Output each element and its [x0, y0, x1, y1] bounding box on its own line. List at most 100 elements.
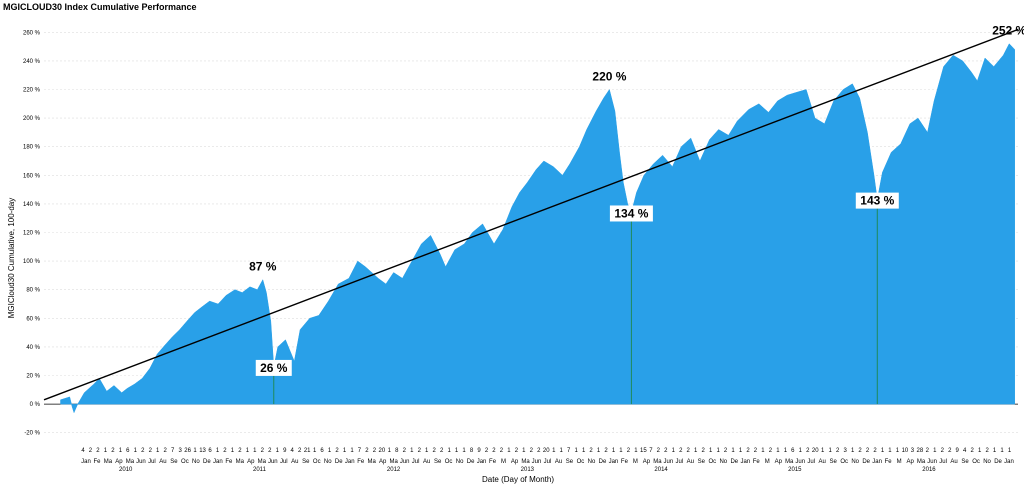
x-tick-day: 8 — [395, 448, 399, 454]
x-tick-day: 2 — [373, 448, 377, 454]
x-tick-month: Oc — [972, 459, 980, 465]
x-tick-day: 2 — [418, 448, 422, 454]
y-tick-label: 140 % — [23, 202, 41, 208]
x-tick-day: 2 — [806, 448, 810, 454]
x-tick-month: Ap — [511, 459, 519, 465]
x-tick-day: 2 — [492, 448, 496, 454]
x-tick-day: 2 — [948, 448, 952, 454]
x-tick-month: Jul — [807, 459, 815, 465]
x-tick-day: 1 — [851, 448, 855, 454]
x-tick-day: 1 — [522, 448, 526, 454]
x-tick-month: Jun — [532, 459, 542, 465]
x-tick-day: 6 — [208, 448, 212, 454]
x-tick-day: 2 — [149, 448, 153, 454]
x-tick-month: Jan — [345, 459, 355, 465]
x-tick-day: 2 — [365, 448, 369, 454]
x-tick-month: Au — [950, 459, 957, 465]
x-tick-month: Oc — [181, 459, 189, 465]
y-axis: -20 % 0 % 20 % 40 % 60 % 80 % 100 % 120 % 140 % 1… — [23, 30, 41, 436]
x-tick-month: Ma — [368, 459, 377, 465]
x-tick-day: 2 — [724, 448, 728, 454]
x-tick-day: 1 — [933, 448, 937, 454]
x-tick-month: Au — [819, 459, 826, 465]
x-tick-month: Jan — [81, 459, 91, 465]
x-tick-month: Oc — [445, 459, 453, 465]
annotation-label: 143 % — [860, 194, 894, 208]
x-tick-day: 6 — [320, 448, 324, 454]
x-tick-day: 2 — [268, 448, 272, 454]
x-tick-month: Au — [423, 459, 430, 465]
annotation-label: 134 % — [614, 206, 648, 220]
x-tick-day: 1 — [246, 448, 250, 454]
x-tick-day: 4 — [81, 448, 85, 454]
x-tick-month: Fe — [621, 459, 629, 465]
x-tick-month: Jan — [609, 459, 619, 465]
x-tick-day: 21 — [304, 448, 311, 454]
x-tick-month: No — [851, 459, 859, 465]
x-tick-month: Au — [687, 459, 694, 465]
x-tick-month: No — [719, 459, 727, 465]
x-tick-day: 1 — [455, 448, 459, 454]
x-tick-day: 15 — [640, 448, 647, 454]
x-tick-day: 1 — [821, 448, 825, 454]
x-tick-day: 2 — [702, 448, 706, 454]
x-tick-year: 2010 — [119, 467, 133, 473]
x-tick-day: 1 — [731, 448, 735, 454]
x-tick-day: 4 — [963, 448, 967, 454]
x-tick-month: Fe — [489, 459, 497, 465]
x-tick-day: 6 — [791, 448, 795, 454]
x-tick-day: 9 — [283, 448, 287, 454]
x-tick-month: Jul — [148, 459, 156, 465]
x-tick-day: 2 — [866, 448, 870, 454]
x-tick-day: 2 — [664, 448, 668, 454]
x-tick-month: Se — [961, 459, 969, 465]
x-tick-day: 1 — [881, 448, 885, 454]
x-tick-day: 1 — [709, 448, 713, 454]
x-tick-day: 2 — [627, 448, 631, 454]
x-tick-month: Ma — [521, 459, 530, 465]
x-tick-month: Jun — [795, 459, 805, 465]
x-tick-month: Ap — [643, 459, 651, 465]
x-tick-day: 1 — [119, 448, 123, 454]
y-tick-label: -20 % — [24, 431, 40, 437]
x-tick-month: De — [599, 459, 607, 465]
x-tick-day: 1 — [216, 448, 220, 454]
x-tick-month: Ma — [653, 459, 662, 465]
x-tick-month: Jul — [412, 459, 420, 465]
x-tick-month: Ma — [389, 459, 398, 465]
x-tick-month: Jan — [872, 459, 882, 465]
y-tick-label: 220 % — [23, 88, 41, 94]
x-tick-month: Fe — [225, 459, 233, 465]
x-tick-day: 2 — [89, 448, 93, 454]
x-tick-month: De — [994, 459, 1002, 465]
x-tick-month: Ap — [775, 459, 783, 465]
x-tick-day: 1 — [462, 448, 466, 454]
y-tick-label: 160 % — [23, 173, 41, 179]
x-tick-day: 1 — [1000, 448, 1004, 454]
x-tick-year: 2016 — [922, 467, 936, 473]
x-tick-day: 1 — [978, 448, 982, 454]
x-tick-month: No — [324, 459, 332, 465]
x-tick-day: 1 — [447, 448, 451, 454]
x-tick-month: M — [633, 459, 638, 465]
series-area — [60, 43, 1015, 414]
x-tick-day: 26 — [184, 448, 191, 454]
x-tick-month: Ap — [906, 459, 914, 465]
x-tick-month: Jan — [740, 459, 750, 465]
annotation-label-bg — [855, 192, 899, 209]
x-tick-day: 2 — [335, 448, 339, 454]
x-tick-day: 2 — [238, 448, 242, 454]
x-tick-month: Fe — [357, 459, 365, 465]
x-tick-day: 1 — [896, 448, 900, 454]
x-tick-day: 1 — [672, 448, 676, 454]
x-tick-month: Jul — [280, 459, 288, 465]
x-tick-month: Au — [555, 459, 562, 465]
x-tick-day: 4 — [291, 448, 295, 454]
x-tick-day: 2 — [687, 448, 691, 454]
x-tick-day: 6 — [126, 448, 130, 454]
x-tick-day: 20 — [543, 448, 550, 454]
x-tick-day: 20 — [812, 448, 819, 454]
x-tick-day: 1 — [507, 448, 511, 454]
x-tick-day: 10 — [902, 448, 909, 454]
x-axis: Jan Fe Ma Ap Ma Jun Jul Au Se Oc No De Jan Fe Ma Ap Ma Ju… — [81, 448, 1014, 473]
